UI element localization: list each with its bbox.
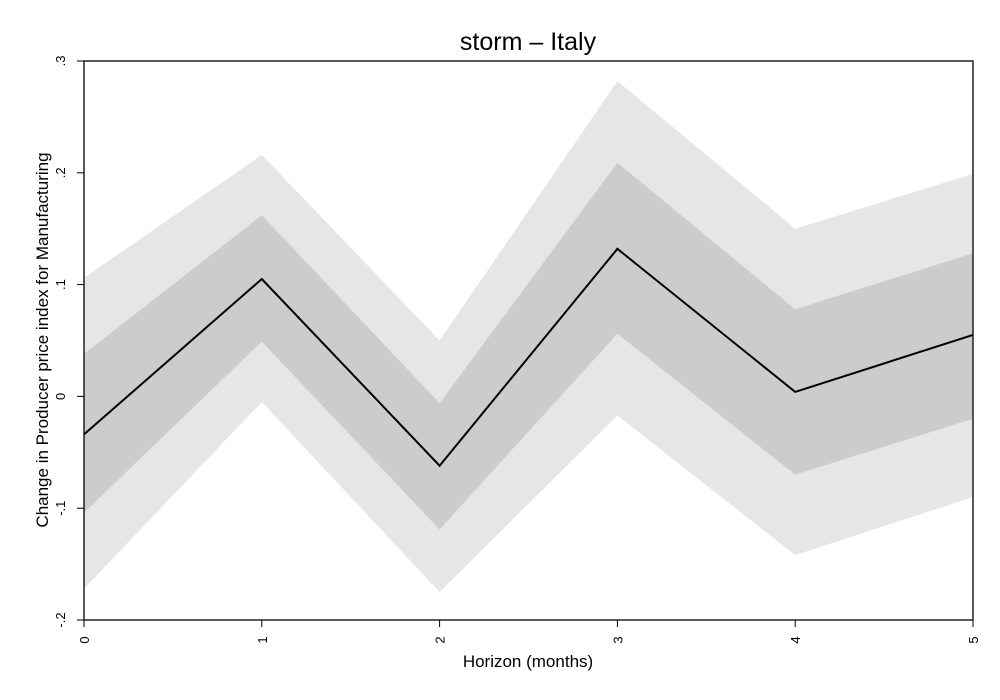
y-axis-ticks: -.2 -.1 0 .1 .2 .3 [53, 56, 84, 628]
x-tick-label: 5 [966, 636, 981, 643]
y-tick-label: 0 [53, 393, 68, 400]
x-tick-label: 3 [610, 636, 625, 643]
y-tick-label: -.1 [53, 501, 68, 516]
series-lines [83, 247, 974, 468]
x-tick-label: 2 [433, 636, 448, 643]
band-inner [84, 162, 973, 530]
x-tick-label: 4 [788, 636, 803, 643]
x-axis-title: Horizon (months) [463, 652, 593, 671]
chart-title: storm – Italy [460, 28, 597, 56]
x-tick-label: 0 [77, 636, 92, 643]
plot-frame [83, 60, 974, 621]
y-tick-label: .3 [53, 56, 68, 67]
y-tick-label: .2 [53, 167, 68, 178]
y-tick-label: .1 [53, 279, 68, 290]
y-axis-title: Change in Producer price index for Manuf… [33, 152, 52, 527]
series-line-0 [83, 247, 974, 468]
confidence-bands [84, 81, 973, 593]
x-tick-label: 1 [255, 636, 270, 643]
y-tick-label: -.2 [53, 612, 68, 627]
x-axis-ticks: 0 1 2 3 4 5 [77, 620, 981, 644]
